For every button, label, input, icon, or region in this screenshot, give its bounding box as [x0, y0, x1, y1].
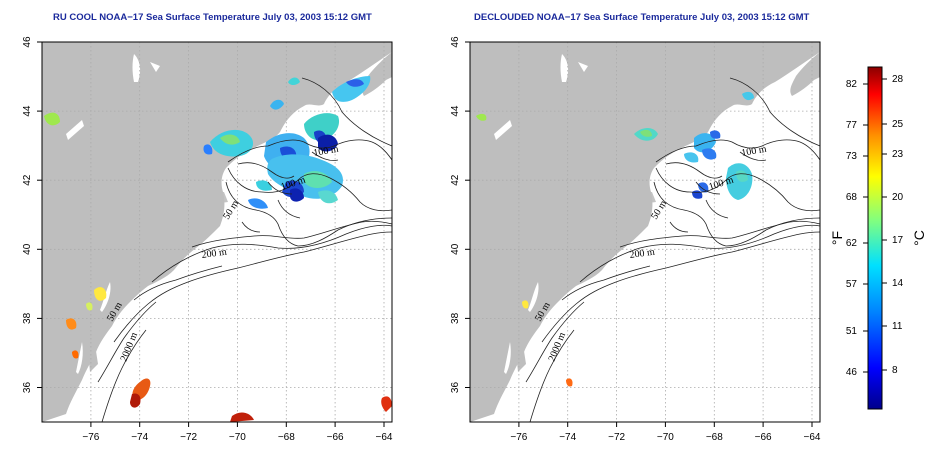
right-map-title: DECLOUDED NOAA−17 Sea Surface Temperatur… — [474, 12, 810, 23]
svg-text:20: 20 — [892, 192, 904, 203]
svg-text:200 m: 200 m — [629, 247, 656, 261]
svg-text:100 m: 100 m — [313, 144, 340, 159]
svg-text:40: 40 — [450, 243, 461, 255]
svg-text:62: 62 — [846, 238, 858, 249]
svg-text:25: 25 — [892, 119, 904, 130]
svg-text:36: 36 — [22, 382, 33, 394]
temperature-colorbar: 82 77 73 68 62 57 51 46 28 25 23 20 17 1… — [829, 66, 927, 410]
svg-text:68: 68 — [846, 192, 858, 203]
svg-text:11: 11 — [892, 321, 903, 332]
svg-text:17: 17 — [892, 235, 904, 246]
right-map-panel: 100 m 100 m 50 m 200 m 50 m 2000 m −76 − — [450, 36, 821, 443]
svg-text:36: 36 — [450, 382, 461, 394]
svg-text:−66: −66 — [327, 432, 344, 443]
svg-text:42: 42 — [450, 174, 461, 186]
svg-text:−66: −66 — [755, 432, 772, 443]
right-axes — [465, 41, 813, 427]
svg-text:−64: −64 — [804, 432, 821, 443]
left-map-frame — [41, 41, 393, 423]
svg-text:100 m: 100 m — [741, 144, 768, 159]
svg-text:82: 82 — [846, 79, 858, 90]
svg-text:57: 57 — [846, 279, 858, 290]
svg-text:14: 14 — [892, 278, 904, 289]
svg-text:42: 42 — [22, 174, 33, 186]
svg-text:44: 44 — [22, 105, 33, 117]
left-y-tick-labels: 36 38 40 42 44 46 — [22, 36, 33, 393]
svg-text:−70: −70 — [657, 432, 674, 443]
right-map-frame — [469, 41, 821, 423]
svg-text:38: 38 — [450, 312, 461, 324]
svg-text:−76: −76 — [82, 432, 99, 443]
svg-text:−74: −74 — [559, 432, 576, 443]
left-x-tick-labels: −76 −74 −72 −70 −68 −66 −64 — [82, 432, 393, 443]
right-x-tick-labels: −76 −74 −72 −70 −68 −66 −64 — [510, 432, 821, 443]
svg-text:8: 8 — [892, 365, 898, 376]
svg-text:−72: −72 — [180, 432, 197, 443]
svg-text:23: 23 — [892, 149, 904, 160]
svg-text:−64: −64 — [376, 432, 393, 443]
svg-text:200 m: 200 m — [201, 247, 228, 261]
svg-text:46: 46 — [22, 36, 33, 48]
svg-text:−72: −72 — [608, 432, 625, 443]
svg-text:73: 73 — [846, 151, 858, 162]
left-sst-patches — [44, 76, 392, 422]
left-map-title: RU COOL NOAA−17 Sea Surface Temperature … — [53, 12, 372, 23]
svg-text:38: 38 — [22, 312, 33, 324]
colorbar-unit-fahrenheit: °F — [829, 231, 845, 245]
svg-text:51: 51 — [846, 326, 858, 337]
colorbar-fahrenheit-labels: 82 77 73 68 62 57 51 46 — [846, 79, 858, 378]
svg-text:−76: −76 — [510, 432, 527, 443]
svg-text:46: 46 — [450, 36, 461, 48]
svg-text:44: 44 — [450, 105, 461, 117]
svg-text:46: 46 — [846, 367, 858, 378]
svg-text:77: 77 — [846, 120, 858, 131]
colorbar-gradient — [867, 66, 883, 410]
svg-text:−68: −68 — [706, 432, 723, 443]
svg-text:−70: −70 — [229, 432, 246, 443]
left-axes — [37, 41, 385, 427]
svg-text:−74: −74 — [131, 432, 148, 443]
svg-text:28: 28 — [892, 74, 904, 85]
left-map-panel: 100 m 100 m 50 m 200 m 50 m 2000 m −76 − — [22, 36, 393, 443]
svg-text:−68: −68 — [278, 432, 295, 443]
right-sst-patches — [476, 91, 754, 387]
colorbar-celsius-labels: 28 25 23 20 17 14 11 8 — [892, 74, 904, 376]
svg-text:40: 40 — [22, 243, 33, 255]
right-y-tick-labels: 36 38 40 42 44 46 — [450, 36, 461, 393]
colorbar-ticks — [863, 78, 887, 373]
colorbar-unit-celsius: °C — [911, 230, 927, 246]
